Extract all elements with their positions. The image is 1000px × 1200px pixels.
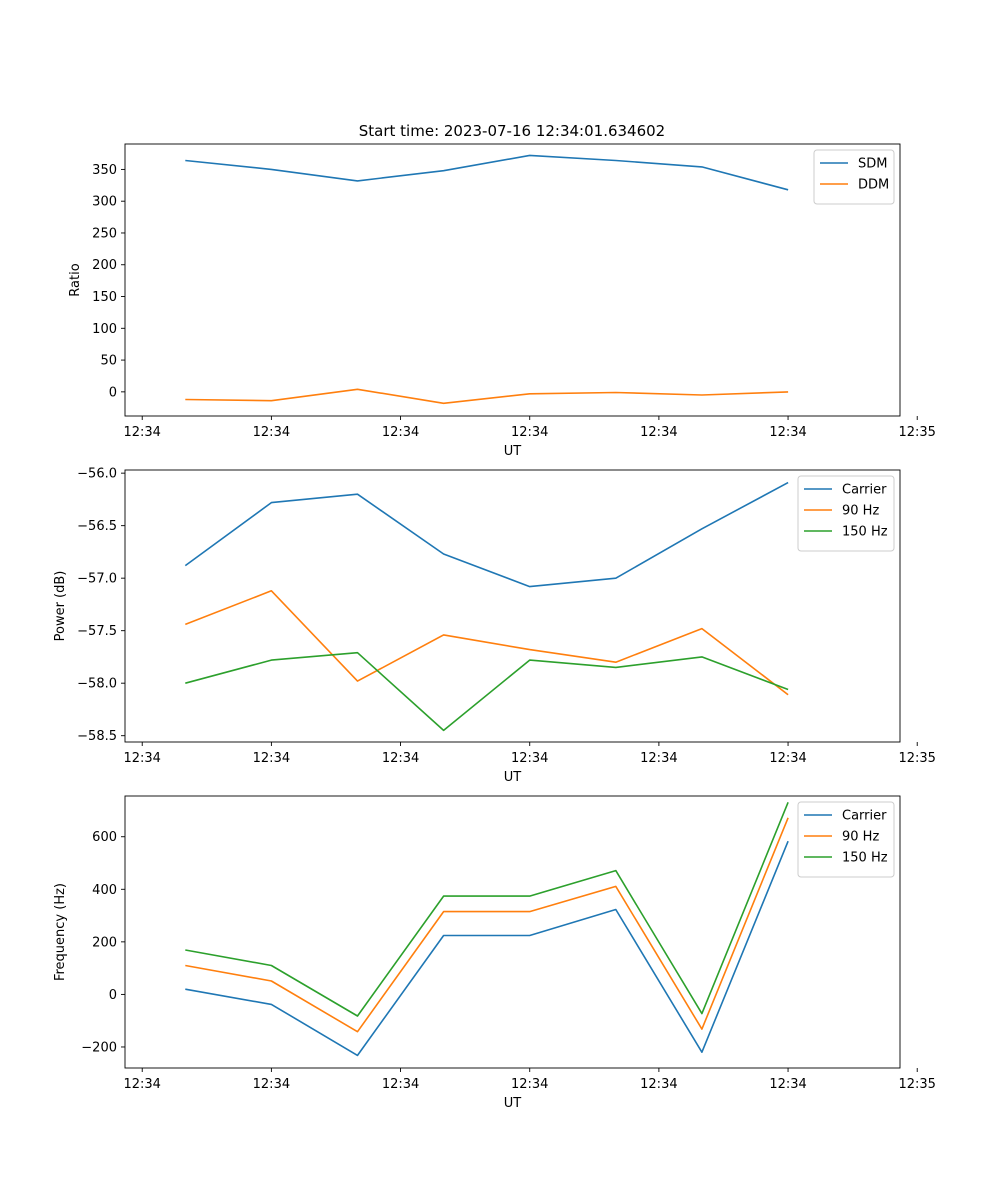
series-line-carrier	[184, 481, 789, 588]
legend-box	[797, 801, 895, 878]
y-tick-label: 600	[92, 830, 117, 845]
y-tick-label: 0	[109, 988, 117, 1003]
axes-frame	[124, 795, 901, 1069]
y-tick-label: 400	[92, 883, 117, 898]
legend: Carrier 90 Hz 150 Hz	[797, 475, 895, 552]
x-tick-label: 12:34	[769, 1077, 806, 1092]
x-tick-label: 12:35	[898, 751, 935, 766]
y-tick-label: 350	[92, 163, 117, 178]
y-axis-label: Frequency (Hz)	[53, 883, 68, 981]
x-tick-label: 12:34	[640, 751, 677, 766]
x-tick-label: 12:35	[898, 1077, 935, 1092]
axes-frame	[124, 469, 901, 743]
panels: 350 300 250 200 150 100 50 0 12:34 12:34 12:34 12:3…	[53, 143, 936, 1111]
y-tick-label: 200	[92, 935, 117, 950]
panel-3: 600 400 200 0 −200 12:34 12:34 12:34 12:34 12:34 1…	[53, 795, 936, 1111]
legend-label-150-hz: 150 Hz	[842, 525, 888, 540]
y-tick-label: −58.5	[77, 729, 117, 744]
legend-label-90-hz: 90 Hz	[842, 504, 879, 519]
x-tick-label: 12:34	[640, 425, 677, 440]
legend-label-90-hz: 90 Hz	[842, 830, 879, 845]
y-tick-label: 50	[100, 354, 117, 369]
y-tick-label: 200	[92, 258, 117, 273]
x-tick-label: 12:34	[253, 751, 290, 766]
y-axis-label: Power (dB)	[53, 571, 68, 642]
x-axis-label: UT	[504, 444, 522, 459]
series-line-ddm	[185, 388, 789, 405]
y-tick-label: −57.0	[77, 572, 117, 587]
legend-label-150-hz: 150 Hz	[842, 851, 888, 866]
y-tick-label: −58.0	[77, 677, 117, 692]
panel-1: 350 300 250 200 150 100 50 0 12:34 12:34 12:34 12:3…	[68, 143, 936, 459]
y-tick-label: −57.5	[77, 624, 117, 639]
legend-label-ddm: DDM	[858, 178, 889, 193]
y-tick-label: 150	[92, 290, 117, 305]
y-tick-label: −56.5	[77, 519, 117, 534]
legend-label-sdm: SDM	[858, 157, 887, 172]
series-line-sdm	[185, 154, 789, 191]
series-line-carrier	[185, 840, 789, 1057]
series-line-150-hz	[185, 801, 789, 1017]
series-line-150-hz	[185, 651, 789, 732]
legend-label-carrier: Carrier	[842, 483, 887, 498]
x-axis-label: UT	[504, 1096, 522, 1111]
panel-2: −56.0 −56.5 −57.0 −57.5 −58.0 −58.5 12:34 12:34…	[53, 467, 936, 785]
x-tick-label: 12:34	[640, 1077, 677, 1092]
x-tick-label: 12:35	[898, 425, 935, 440]
x-tick-label: 12:34	[123, 425, 160, 440]
y-axis-label: Ratio	[68, 263, 83, 296]
x-tick-label: 12:34	[253, 1077, 290, 1092]
legend-box	[797, 475, 895, 552]
x-tick-label: 12:34	[123, 751, 160, 766]
y-tick-label: −56.0	[77, 467, 117, 482]
chart-title: Start time: 2023-07-16 12:34:01.634602	[359, 122, 665, 140]
legend: SDM DDM	[813, 149, 895, 205]
x-tick-label: 12:34	[511, 751, 548, 766]
axes-frame	[124, 143, 901, 417]
y-tick-label: 300	[92, 195, 117, 210]
y-tick-label: 250	[92, 226, 117, 241]
x-tick-label: 12:34	[382, 1077, 419, 1092]
series-line-90-hz	[185, 817, 789, 1033]
y-tick-label: 0	[109, 385, 117, 400]
x-tick-label: 12:34	[511, 425, 548, 440]
x-axis-label: UT	[504, 770, 522, 785]
series-line-90-hz	[185, 589, 789, 696]
x-tick-label: 12:34	[123, 1077, 160, 1092]
x-tick-label: 12:34	[253, 425, 290, 440]
x-tick-label: 12:34	[382, 425, 419, 440]
y-tick-label: 100	[92, 322, 117, 337]
x-tick-label: 12:34	[382, 751, 419, 766]
x-tick-label: 12:34	[769, 425, 806, 440]
legend-label-carrier: Carrier	[842, 809, 887, 824]
x-tick-label: 12:34	[769, 751, 806, 766]
legend: Carrier 90 Hz 150 Hz	[797, 801, 895, 878]
x-tick-label: 12:34	[511, 1077, 548, 1092]
y-tick-label: −200	[81, 1040, 117, 1055]
